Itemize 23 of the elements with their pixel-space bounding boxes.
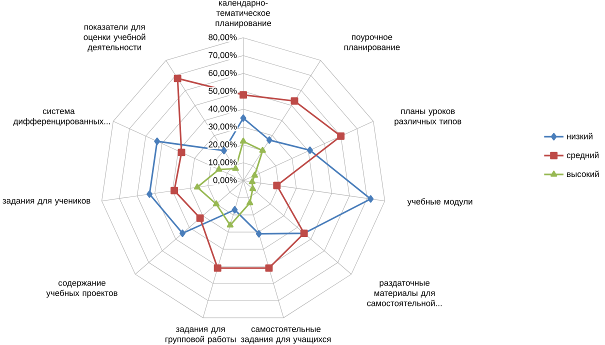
spoke-label: задания для групповой работы	[166, 327, 236, 344]
spoke-label: учебные модули	[407, 198, 472, 206]
y-tick-label: 70,00%	[208, 52, 237, 60]
spoke-label: показатели для оценки учебной деятельности	[84, 25, 146, 52]
y-tick-label: 10,00%	[208, 159, 237, 166]
y-tick-label: 60,00%	[208, 70, 237, 77]
legend-label: средний	[566, 152, 599, 160]
spoke-label: содержание учебных проектов	[46, 281, 118, 298]
spoke-label: раздаточные материалы для самостоятельной...	[367, 281, 442, 306]
spoke-label: планы уроков различных типов	[394, 109, 462, 126]
legend-label: низкий	[567, 132, 592, 140]
spoke-label: система дифференцированных...	[13, 109, 110, 126]
y-tick-label: 30,00%	[208, 124, 237, 131]
spoke-label: задания для учеников	[2, 199, 90, 206]
legend-label: высокий	[567, 170, 599, 178]
spoke-label: календарно-тематическое планирование	[216, 1, 272, 28]
y-tick-label: 40,00%	[208, 106, 237, 113]
y-tick-label: 20,00%	[208, 141, 237, 148]
y-tick-label: 0,00%	[213, 177, 237, 184]
y-tick-label: 80,00%	[208, 34, 237, 42]
y-tick-label: 50,00%	[208, 88, 237, 95]
spoke-label: самостоятельные задания для учащихся	[240, 327, 331, 344]
spoke-label: поурочное планирование	[344, 35, 400, 52]
